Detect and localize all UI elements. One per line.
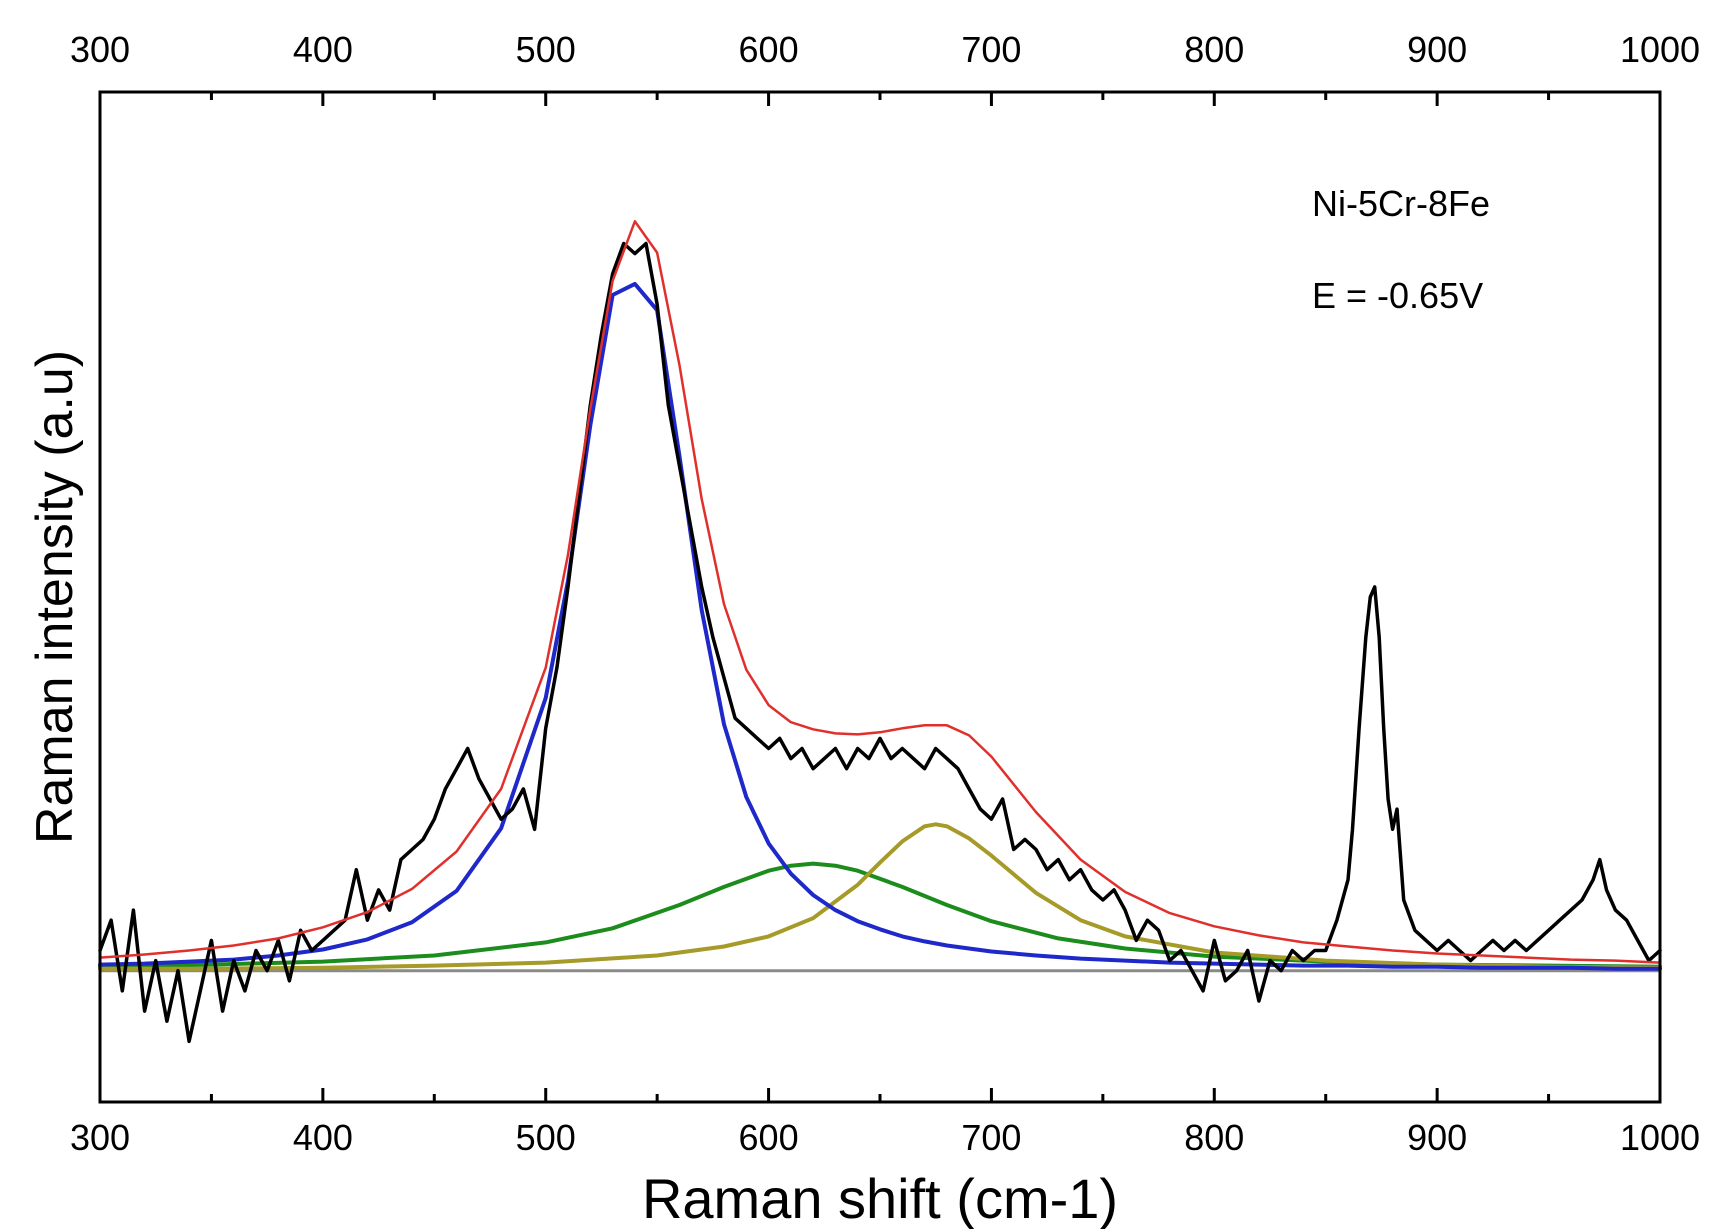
x-tick-label-bottom: 800 [1184,1117,1244,1158]
tick-layer [98,92,1662,1102]
x-tick-label-bottom: 700 [961,1117,1021,1158]
series-line-4 [98,822,1662,971]
x-tick-label-bottom: 500 [516,1117,576,1158]
x-tick-label-top: 300 [70,29,130,70]
x-axis-title: Raman shift (cm-1) [642,1167,1118,1229]
x-tick-label-top: 600 [739,29,799,70]
x-tick-label-bottom: 600 [739,1117,799,1158]
series-line-1 [98,220,1662,964]
series-line-2 [98,281,1662,971]
series-line-0 [98,241,1662,1044]
series-line-3 [98,861,1662,969]
x-tick-label-top: 1000 [1620,29,1700,70]
x-tick-label-bottom: 400 [293,1117,353,1158]
x-tick-label-bottom: 300 [70,1117,130,1158]
x-tick-label-top: 800 [1184,29,1244,70]
potential-annotation: E = -0.65V [1312,275,1483,316]
label-layer: 300 300 400 400 500 500 600 600 700 700 800 800 900 9… [70,29,1700,1158]
plot-frame [98,90,1662,1104]
x-tick-label-top: 900 [1407,29,1467,70]
x-tick-label-bottom: 1000 [1620,1117,1700,1158]
series-layer [98,220,1662,1044]
y-axis-title: Raman intensity (a.u) [26,350,84,844]
x-tick-label-top: 400 [293,29,353,70]
sample-annotation: Ni-5Cr-8Fe [1312,183,1490,224]
x-tick-label-top: 700 [961,29,1021,70]
x-tick-label-bottom: 900 [1407,1117,1467,1158]
x-tick-label-top: 500 [516,29,576,70]
